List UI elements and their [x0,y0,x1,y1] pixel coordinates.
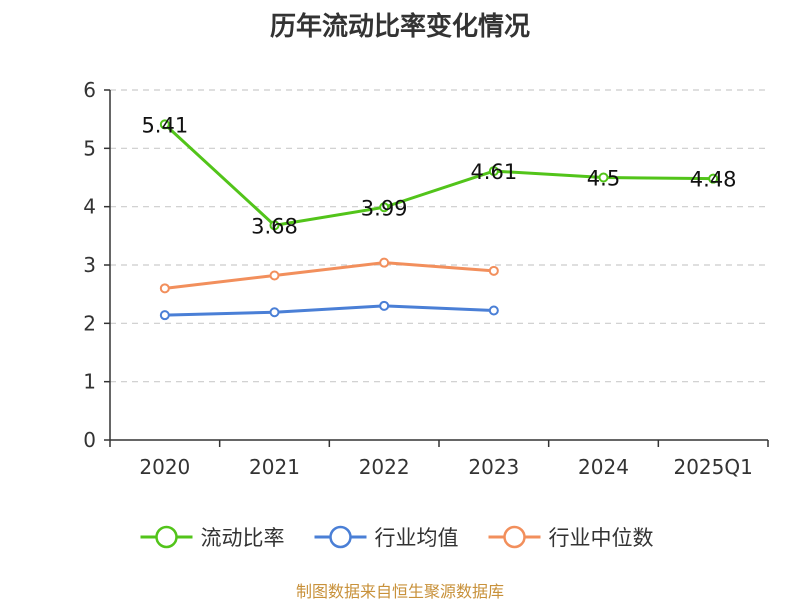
data-label: 4.48 [690,168,737,192]
series-line [164,261,494,290]
data-point [159,283,170,294]
data-source-note: 制图数据来自恒生聚源数据库 [295,582,504,601]
data-point [159,119,170,130]
y-tick-label: 2 [83,311,96,335]
data-point [269,220,280,231]
x-tick-label: 2022 [359,455,410,479]
data-point [379,257,390,268]
series-line [164,304,494,317]
y-tick-label: 4 [83,195,96,219]
legend-marker [503,525,526,549]
chart-title: 历年流动比率变化情况 [269,12,530,42]
data-point [269,307,280,318]
data-point [269,270,280,281]
x-tick-label: 2020 [139,455,190,479]
x-tick-label: 2021 [249,455,300,479]
data-point [598,172,609,183]
data-point [379,202,390,213]
data-point [488,166,499,177]
y-tick-label: 3 [83,253,96,277]
data-point [488,265,499,276]
x-tick-label: 2024 [578,455,629,479]
legend-marker [329,525,352,549]
legend-label: 行业均值 [375,526,459,550]
data-point [159,310,170,321]
data-point [708,173,719,184]
data-label: 3.99 [361,196,408,220]
y-tick-label: 0 [83,428,96,452]
legend-marker [155,525,178,549]
legend-label: 流动比率 [201,526,285,550]
x-tick-label: 2025Q1 [673,455,752,479]
y-tick-label: 1 [83,370,96,394]
data-point [379,300,390,311]
x-tick-label: 2023 [468,455,519,479]
data-label: 4.61 [470,160,517,184]
data-point [488,305,499,316]
data-label: 5.41 [141,113,188,137]
series-line [163,123,714,227]
legend-label: 行业中位数 [549,526,654,550]
data-label: 4.5 [587,167,620,191]
y-tick-label: 5 [83,136,96,160]
y-tick-label: 6 [83,78,96,102]
data-label: 3.68 [251,214,298,238]
